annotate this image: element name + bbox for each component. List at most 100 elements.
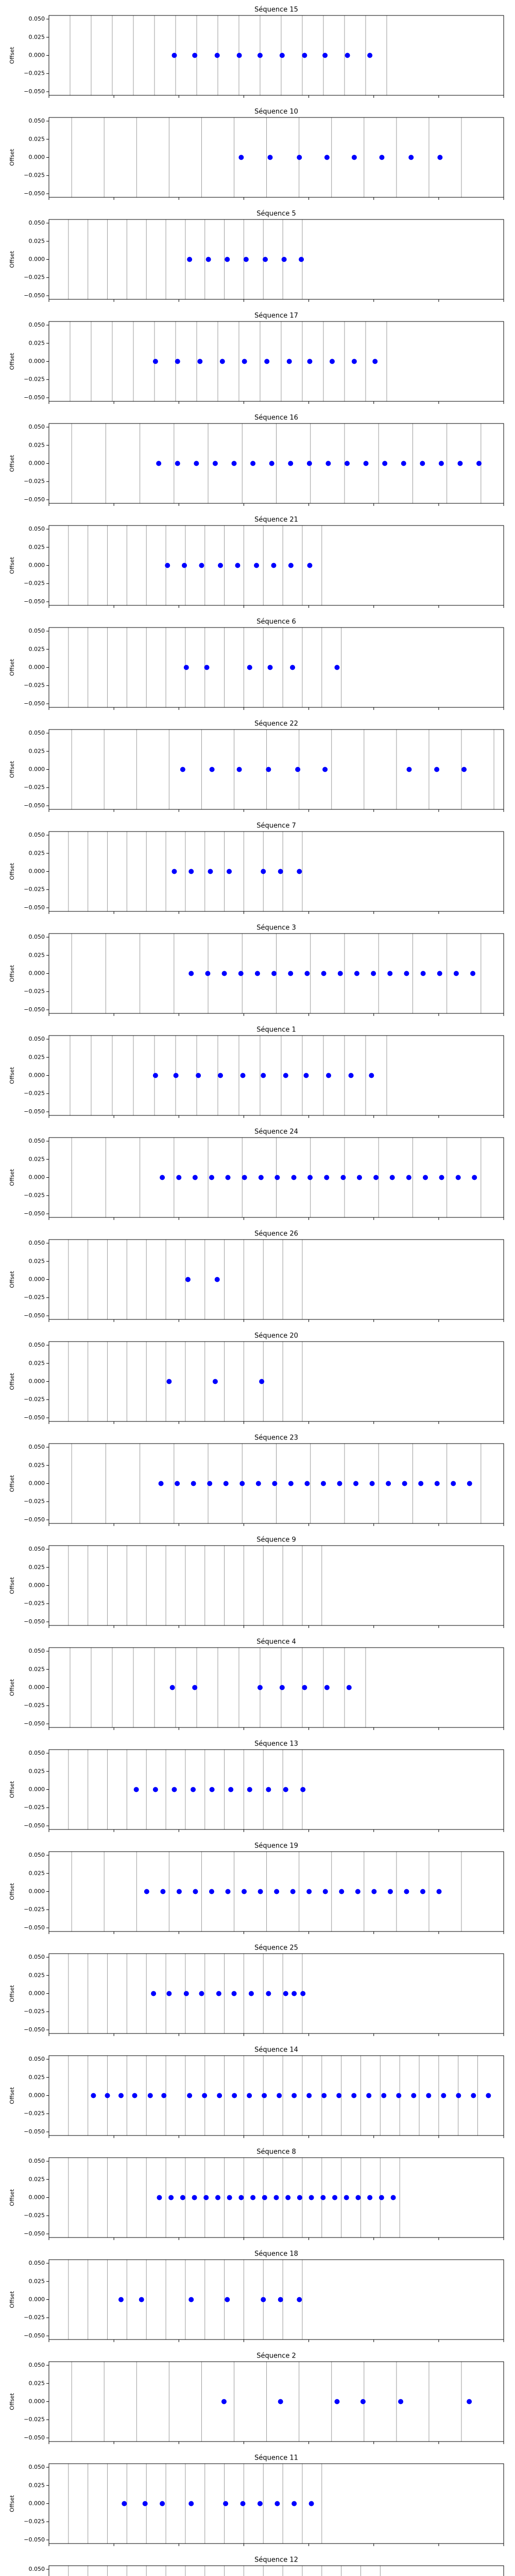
dot	[418, 1481, 424, 1486]
y-tick-label: −0.050	[24, 2536, 45, 2543]
dot	[354, 971, 359, 976]
dot	[152, 1073, 158, 1078]
y-tick-label: 0.025	[29, 1054, 45, 1060]
axes-frame	[48, 219, 504, 300]
y-tick-label: 0.000	[29, 1174, 45, 1181]
dot	[262, 2093, 267, 2098]
dot	[308, 2195, 314, 2200]
dot	[306, 2093, 312, 2098]
dot	[297, 869, 302, 874]
dot	[346, 1685, 352, 1690]
y-tick-label: 0.000	[29, 2500, 45, 2507]
y-tick-label: −0.025	[24, 376, 45, 383]
dot	[242, 1889, 247, 1894]
dot	[144, 1889, 149, 1894]
subplot-title: Séquence 1	[256, 1026, 296, 1034]
y-tick-label: 0.000	[29, 1684, 45, 1691]
dot	[209, 767, 215, 772]
axes-frame	[48, 933, 504, 1014]
subplot-title: Séquence 18	[254, 2250, 298, 2258]
y-tick-label: −0.050	[24, 700, 45, 707]
y-tick-label: 0.000	[29, 358, 45, 365]
dot	[356, 1175, 362, 1180]
y-tick-label: −0.025	[24, 1600, 45, 1607]
dot	[212, 1379, 218, 1384]
y-tick-label: 0.025	[29, 1768, 45, 1774]
dot	[302, 1685, 307, 1690]
dot	[307, 359, 313, 364]
y-tick-label: −0.050	[24, 1414, 45, 1421]
y-tick-label: 0.025	[29, 2074, 45, 2080]
subplot-title: Séquence 4	[256, 1638, 296, 1646]
dot	[242, 1175, 247, 1180]
dot	[266, 1787, 271, 1792]
dot	[288, 971, 294, 976]
dot	[367, 53, 373, 58]
dot	[269, 461, 274, 466]
y-tick-label: 0.050	[29, 1342, 45, 1348]
dot	[175, 359, 180, 364]
dot	[188, 971, 194, 976]
subplot-title: Séquence 9	[256, 1536, 296, 1544]
dot	[205, 971, 211, 976]
dot	[238, 971, 244, 976]
y-tick-label: 0.025	[29, 2380, 45, 2386]
axes-frame	[48, 2361, 504, 2442]
dot	[258, 1175, 264, 1180]
dot	[254, 971, 260, 976]
dot	[456, 2093, 461, 2098]
dot	[257, 1685, 263, 1690]
dot	[227, 869, 232, 874]
axes-frame	[48, 729, 504, 810]
dot	[279, 53, 285, 58]
y-tick-label: 0.050	[29, 1852, 45, 1858]
y-tick-label: −0.025	[24, 784, 45, 791]
dot	[320, 1481, 326, 1486]
dot	[185, 1277, 191, 1282]
y-tick-label: −0.025	[24, 886, 45, 893]
dot	[438, 461, 444, 466]
dot	[422, 1175, 428, 1180]
y-tick-label: 0.050	[29, 526, 45, 532]
dot	[218, 563, 224, 568]
dot	[152, 1787, 158, 1792]
y-tick-label: −0.025	[24, 172, 45, 179]
dot	[381, 2093, 387, 2098]
y-tick-label: 0.000	[29, 1378, 45, 1385]
dot	[344, 2195, 349, 2200]
y-tick-label: 0.050	[29, 1036, 45, 1042]
y-tick-label: 0.050	[29, 2056, 45, 2062]
axes-frame	[48, 1137, 504, 1218]
subplot-title: Séquence 20	[254, 1332, 298, 1340]
dot	[326, 1073, 332, 1078]
dot	[239, 1481, 245, 1486]
dot	[322, 767, 328, 772]
dot	[161, 2093, 167, 2098]
axes-frame	[48, 2565, 504, 2576]
dot	[297, 155, 302, 160]
dot	[324, 1175, 330, 1180]
axes-frame	[48, 2157, 504, 2238]
dot	[288, 1481, 294, 1486]
y-tick-label: 0.050	[29, 2158, 45, 2164]
dot	[160, 1175, 165, 1180]
dot	[194, 461, 199, 466]
dot	[151, 1991, 157, 1996]
subplot-title: Séquence 11	[254, 2454, 298, 2462]
dot	[240, 1073, 246, 1078]
dot	[197, 359, 203, 364]
dot	[175, 1481, 180, 1486]
dot	[470, 971, 476, 976]
y-tick-label: −0.050	[24, 802, 45, 809]
y-tick-label: −0.050	[24, 1618, 45, 1625]
dot	[404, 971, 409, 976]
dot	[258, 1889, 263, 1894]
dot	[441, 2093, 447, 2098]
dot	[192, 2195, 197, 2200]
dot	[225, 1175, 231, 1180]
dot	[199, 563, 204, 568]
y-tick-label: −0.025	[24, 682, 45, 689]
y-axis-label: Offset	[9, 46, 15, 64]
dot	[387, 1889, 393, 1894]
y-tick-label: −0.050	[24, 1312, 45, 1319]
